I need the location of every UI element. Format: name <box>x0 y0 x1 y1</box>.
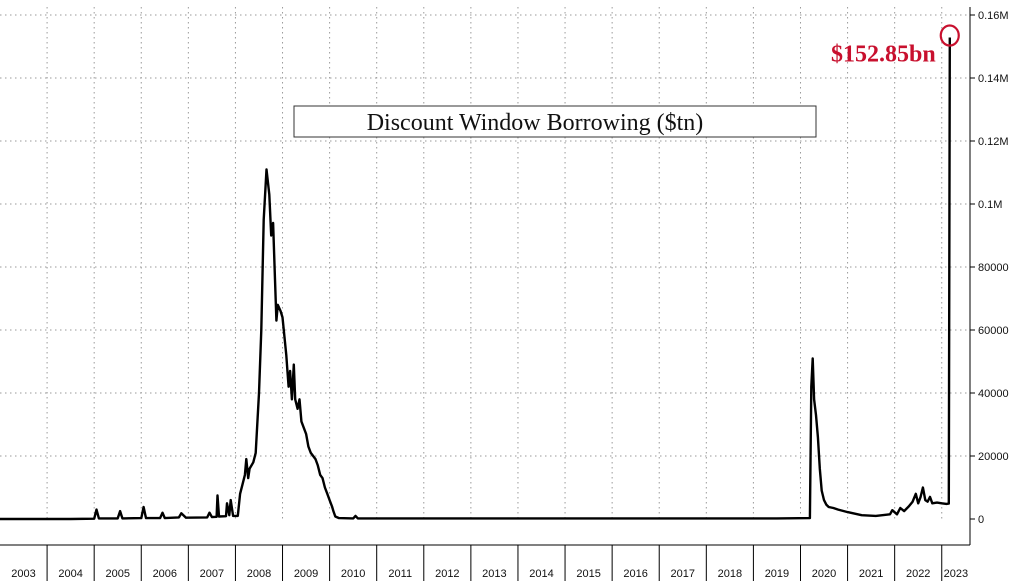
y-tick-label: 0.16M <box>978 10 1009 22</box>
y-tick-label: 60000 <box>978 325 1009 337</box>
x-tick-label: 2006 <box>153 568 177 580</box>
peak-annotation: $152.85bn <box>831 24 960 68</box>
y-tick-label: 20000 <box>978 451 1009 463</box>
x-tick-label: 2004 <box>58 568 82 580</box>
chart-title-box: Discount Window Borrowing ($tn) <box>293 105 817 138</box>
x-tick-label: 2012 <box>435 568 459 580</box>
x-tick-label: 2003 <box>11 568 35 580</box>
x-tick-label: 2009 <box>294 568 318 580</box>
x-tick-label: 2016 <box>623 568 647 580</box>
x-tick-label: 2008 <box>247 568 271 580</box>
y-axis: 0 20000 40000 60000 80000 0.1M 0.12M 0.14M 0.16M <box>969 7 1009 545</box>
y-tick-label: 80000 <box>978 262 1009 274</box>
x-tick-label: 2014 <box>529 568 553 580</box>
y-tick-label: 40000 <box>978 388 1009 400</box>
x-tick-label: 2013 <box>482 568 506 580</box>
y-tick-label: 0 <box>978 514 984 526</box>
y-tick-label: 0.1M <box>978 199 1002 211</box>
y-tick-label: 0.12M <box>978 136 1009 148</box>
x-tick-label: 2020 <box>812 568 836 580</box>
peak-highlight-circle <box>939 24 960 47</box>
x-tick-label: 2007 <box>200 568 224 580</box>
y-tick-label: 0.14M <box>978 73 1009 85</box>
x-tick-label: 2021 <box>859 568 883 580</box>
x-tick-label: 2011 <box>388 568 412 580</box>
x-tick-label: 2019 <box>765 568 789 580</box>
borrowing-series-line <box>0 37 951 521</box>
x-tick-label: 2017 <box>671 568 695 580</box>
peak-value-label: $152.85bn <box>831 42 936 68</box>
x-tick-label: 2010 <box>341 568 365 580</box>
x-tick-label: 2015 <box>576 568 600 580</box>
grid-lines <box>0 7 970 519</box>
x-tick-label: 2005 <box>105 568 129 580</box>
chart-title: Discount Window Borrowing ($tn) <box>367 110 704 136</box>
x-tick-label: 2023 <box>944 568 968 580</box>
x-tick-label: 2018 <box>718 568 742 580</box>
x-axis: 2003 2004 2005 2006 2007 2008 2009 2010 2011 2012… <box>0 544 970 581</box>
x-tick-label: 2022 <box>906 568 930 580</box>
